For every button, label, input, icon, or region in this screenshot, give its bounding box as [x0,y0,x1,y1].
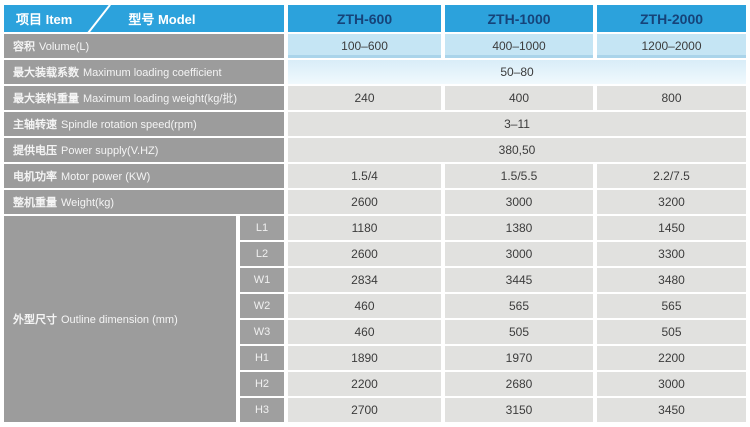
dimension-sub-label: W1 [240,268,285,292]
row-dimension-w2: W2 460 565 565 [4,294,747,318]
value-cell: 400 [445,86,594,110]
dimension-sub-label: L1 [240,216,285,240]
row-loading-coefficient: 最大装载系数 Maximum loading coefficient 50–80 [4,60,747,84]
span-value-cell: 50–80 [288,60,747,84]
row-dimension-l1: 外型尺寸 Outline dimension (mm) L1 1180 1380 … [4,216,747,422]
model-header-label: 型号 Model [128,12,196,27]
value-cell: 460 [288,320,442,344]
row-label-zh: 电机功率 [13,171,57,183]
value-cell: 505 [445,320,594,344]
dimension-sub-label: L2 [240,242,285,266]
row-label-machine-weight: 整机重量 Weight(kg) [4,190,285,214]
row-label-zh: 最大装载系数 [13,67,79,79]
value-cell: 1180 [288,216,442,240]
row-label-en: Maximum loading coefficient [83,67,222,79]
diagonal-slash-divider [87,5,112,32]
dimension-sub-label: H2 [240,372,285,396]
row-power-supply: 提供电压 Power supply(V.HZ) 380,50 [4,138,747,162]
value-cell: 2680 [445,372,594,396]
value-cell: 3000 [597,372,747,396]
row-label-en: Volume(L) [39,41,90,53]
row-label-en: Power supply(V.HZ) [61,145,159,157]
value-cell: 505 [597,320,747,344]
row-motor-power: 电机功率 Motor power (KW) 1.5/4 1.5/5.5 2.2/7… [4,164,747,188]
value-cell: 2600 [288,190,442,214]
row-spindle-speed: 主轴转速 Spindle rotation speed(rpm) 3–11 [4,112,747,136]
row-label-loading-coefficient: 最大装载系数 Maximum loading coefficient [4,60,285,84]
value-cell: 2700 [288,398,442,422]
row-label-loading-weight: 最大装料重量 Maximum loading weight(kg/批) [4,86,285,110]
value-cell: 1450 [597,216,747,240]
value-cell: 240 [288,86,442,110]
value-cell: 800 [597,86,747,110]
dimension-sub-label: H1 [240,346,285,370]
value-cell: 2.2/7.5 [597,164,747,188]
value-cell: 3200 [597,190,747,214]
row-dimension-h1: H1 1890 1970 2200 [4,346,747,370]
value-cell: 1380 [445,216,594,240]
row-label-zh: 容积 [13,41,35,53]
dimension-sub-label: H3 [240,398,285,422]
row-dimension-w1: W1 2834 3445 3480 [4,268,747,292]
span-value-cell: 3–11 [288,112,747,136]
row-label-en: Outline dimension (mm) [61,314,178,326]
row-label-en: Motor power (KW) [61,171,151,183]
value-cell: 3450 [597,398,747,422]
row-dimension-l2: L2 2600 3000 3300 [4,242,747,266]
row-label-zh: 主轴转速 [13,119,57,131]
value-cell: 3300 [597,242,747,266]
value-cell: 460 [288,294,442,318]
model-column-header-zth2000: ZTH-2000 [597,5,747,32]
value-cell: 565 [445,294,594,318]
value-cell: 2200 [597,346,747,370]
model-column-header-zth600: ZTH-600 [288,5,442,32]
row-label-en: Spindle rotation speed(rpm) [61,119,197,131]
row-label-motor-power: 电机功率 Motor power (KW) [4,164,285,188]
value-cell: 2834 [288,268,442,292]
item-header-label: 项目 Item [16,12,73,27]
dimension-sub-label: W2 [240,294,285,318]
spec-table: 项目 Item 型号 Model ZTH-600 ZTH-1000 ZTH-20… [0,3,750,424]
value-cell: 1.5/4 [288,164,442,188]
row-loading-weight: 最大装料重量 Maximum loading weight(kg/批) 240 4… [4,86,747,110]
row-label-volume: 容积 Volume(L) [4,34,285,58]
row-dimension-h3: H3 2700 3150 3450 [4,398,747,422]
row-dimension-h2: H2 2200 2680 3000 [4,372,747,396]
row-machine-weight: 整机重量 Weight(kg) 2600 3000 3200 [4,190,747,214]
row-label-en: Weight(kg) [61,197,114,209]
value-cell: 565 [597,294,747,318]
value-cell: 3000 [445,242,594,266]
value-cell: 400–1000 [445,34,594,58]
span-value-cell: 380,50 [288,138,747,162]
value-cell: 1890 [288,346,442,370]
row-label-zh: 最大装料重量 [13,93,79,105]
row-dimension-w3: W3 460 505 505 [4,320,747,344]
value-cell: 2200 [288,372,442,396]
value-cell: 2600 [288,242,442,266]
value-cell: 3000 [445,190,594,214]
value-cell: 3445 [445,268,594,292]
row-label-zh: 整机重量 [13,197,57,209]
model-column-header-zth1000: ZTH-1000 [445,5,594,32]
header-item-model-cell: 项目 Item 型号 Model [4,5,285,32]
value-cell: 1200–2000 [597,34,747,58]
row-label-en: Maximum loading weight(kg/批) [83,93,238,105]
dimension-group-label: 外型尺寸 Outline dimension (mm) [4,216,236,422]
row-label-zh: 提供电压 [13,145,57,157]
row-label-power-supply: 提供电压 Power supply(V.HZ) [4,138,285,162]
table-header-row: 项目 Item 型号 Model ZTH-600 ZTH-1000 ZTH-20… [4,5,747,32]
header-left-content: 项目 Item 型号 Model [4,5,284,32]
row-label-spindle-speed: 主轴转速 Spindle rotation speed(rpm) [4,112,285,136]
row-volume: 容积 Volume(L) 100–600 400–1000 1200–2000 [4,34,747,58]
value-cell: 3480 [597,268,747,292]
value-cell: 1.5/5.5 [445,164,594,188]
value-cell: 100–600 [288,34,442,58]
value-cell: 3150 [445,398,594,422]
dimension-sub-label: W3 [240,320,285,344]
row-label-zh: 外型尺寸 [13,314,57,326]
value-cell: 1970 [445,346,594,370]
